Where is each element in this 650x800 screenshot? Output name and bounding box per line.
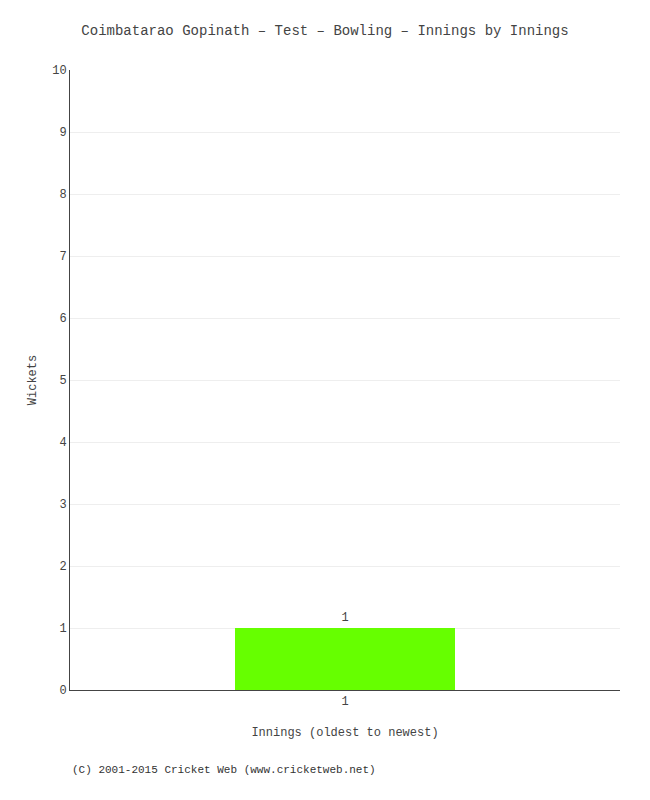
svg-text:1: 1 [341, 611, 348, 625]
svg-text:7: 7 [59, 250, 66, 264]
svg-text:1: 1 [341, 695, 348, 709]
svg-text:Innings (oldest to newest): Innings (oldest to newest) [251, 726, 438, 740]
svg-text:6: 6 [59, 312, 66, 326]
svg-text:9: 9 [59, 126, 66, 140]
svg-text:Wickets: Wickets [26, 355, 40, 405]
svg-text:8: 8 [59, 188, 66, 202]
svg-text:1: 1 [59, 622, 66, 636]
svg-text:5: 5 [59, 374, 66, 388]
svg-text:4: 4 [59, 436, 66, 450]
svg-text:10: 10 [52, 64, 66, 78]
svg-text:0: 0 [59, 684, 66, 698]
svg-text:(C) 2001-2015 Cricket Web (www: (C) 2001-2015 Cricket Web (www.cricketwe… [72, 764, 376, 776]
svg-text:3: 3 [59, 498, 66, 512]
svg-text:2: 2 [59, 560, 66, 574]
svg-text:Coimbatarao Gopinath – Test –: Coimbatarao Gopinath – Test – Bowling – … [81, 23, 568, 39]
